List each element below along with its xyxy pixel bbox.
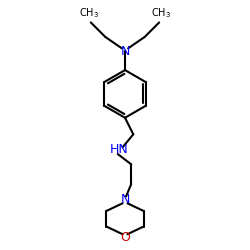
Text: CH$_3$: CH$_3$ <box>151 6 171 20</box>
Text: N: N <box>120 193 130 206</box>
Text: CH$_3$: CH$_3$ <box>79 6 99 20</box>
Text: N: N <box>120 45 130 58</box>
Text: O: O <box>120 232 130 244</box>
Text: HN: HN <box>110 143 128 156</box>
